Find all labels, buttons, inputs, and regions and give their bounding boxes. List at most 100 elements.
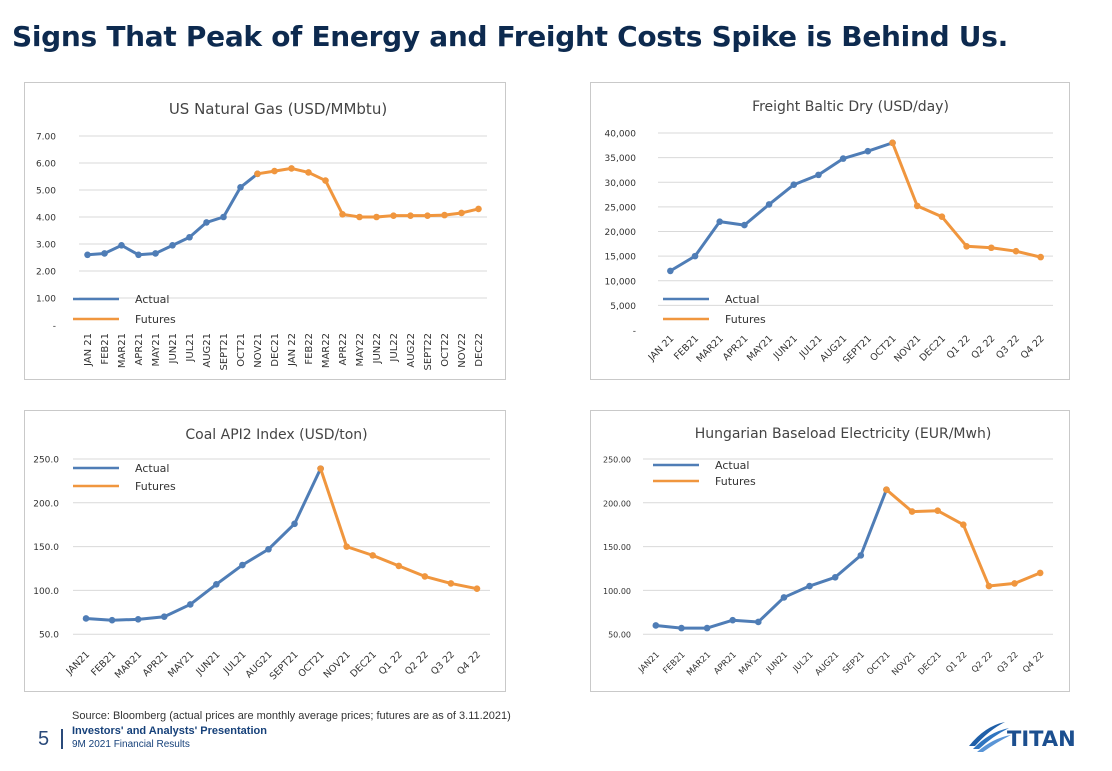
data-point-actual (815, 171, 822, 179)
data-point-futures (1012, 247, 1020, 255)
y-tick-label: 25,000 (605, 203, 637, 213)
data-point-actual (118, 242, 125, 249)
y-tick-label: 250.00 (603, 456, 631, 465)
series-line-futures (891, 141, 1043, 259)
x-tick-label: Q4 22 (455, 649, 483, 677)
y-tick-label: 100.0 (33, 587, 59, 597)
x-tick-label: JUN22 (372, 333, 383, 364)
legend-label-futures: Futures (135, 313, 176, 326)
legend-label-futures: Futures (715, 475, 756, 488)
x-tick-label: SEPT21 (219, 333, 230, 371)
y-tick-label: 30,000 (605, 179, 637, 189)
x-tick-label: Q3 22 (429, 649, 457, 677)
data-point-actual (84, 251, 91, 259)
x-tick-label: MAR21 (113, 649, 144, 680)
x-tick-label: FEB21 (661, 650, 687, 676)
data-point-futures (1036, 569, 1044, 577)
y-tick-label: 10,000 (605, 277, 637, 287)
data-point-futures (390, 212, 397, 219)
chart-panel-coal-api2: Coal API2 Index (USD/ton) 50.0 100.0 150.0 2… (24, 410, 506, 692)
series-line-actual (654, 488, 888, 630)
x-tick-label: JUL21 (791, 650, 816, 675)
y-tick-label: - (53, 322, 56, 332)
y-tick-label: 35,000 (605, 154, 637, 164)
x-tick-label: MAY21 (745, 333, 775, 363)
series-line-futures (319, 467, 479, 591)
data-point-futures (305, 169, 312, 176)
x-tick-label: Q1 22 (944, 650, 969, 675)
data-point-futures (317, 465, 324, 472)
x-tick-label: JAN 22 (287, 333, 298, 367)
legend-label-actual: Actual (135, 293, 169, 306)
data-point-actual (108, 616, 116, 624)
x-tick-label: AUG21 (202, 333, 213, 368)
data-point-actual (203, 219, 210, 226)
data-point-actual (678, 624, 685, 632)
y-tick-label: 5.00 (36, 187, 56, 197)
series-line-futures (884, 488, 1042, 588)
x-tick-label: SEPT21 (268, 649, 301, 682)
x-tick-label: MAY21 (151, 333, 162, 367)
x-tick-label: NOV22 (457, 333, 468, 368)
y-tick-label: 50.0 (39, 631, 59, 641)
data-point-actual (765, 201, 773, 208)
data-point-futures (254, 170, 261, 178)
data-point-futures (473, 585, 481, 592)
x-tick-label: NOV21 (890, 650, 918, 678)
data-point-futures (395, 562, 403, 570)
data-point-actual (265, 545, 272, 553)
y-tick-label: 1.00 (36, 295, 56, 305)
y-tick-label: 40,000 (605, 130, 637, 140)
x-tick-label: AUG22 (406, 333, 417, 368)
y-tick-label: 2.00 (36, 268, 56, 278)
x-tick-label: JUL21 (185, 333, 196, 363)
data-point-actual (741, 221, 748, 229)
data-point-futures (288, 165, 295, 172)
x-tick-label: SEP21 (841, 650, 867, 676)
page-number: 5 (38, 728, 50, 750)
data-point-actual (716, 218, 724, 225)
data-point-actual (160, 613, 168, 621)
data-point-actual (857, 552, 865, 559)
chart-title: Hungarian Baseload Electricity (EUR/Mwh) (695, 426, 992, 442)
x-tick-label: OCT21 (236, 333, 247, 367)
data-point-futures (908, 508, 916, 515)
legend-label-actual: Actual (715, 459, 749, 472)
data-point-futures (938, 213, 946, 221)
data-point-futures (421, 573, 429, 580)
x-tick-label: DEC21 (918, 333, 948, 363)
chart-title: US Natural Gas (USD/MMbtu) (169, 100, 387, 118)
y-tick-label: 200.00 (603, 499, 631, 508)
page-title: Signs That Peak of Energy and Freight Co… (12, 20, 1008, 53)
data-point-actual (135, 251, 142, 259)
data-point-actual (652, 622, 660, 629)
titan-swoosh-icon (969, 722, 1011, 752)
y-tick-label: 50.00 (608, 631, 631, 640)
series-line-actual (84, 467, 323, 622)
x-tick-label: Q3 22 (995, 650, 1020, 675)
chart-title: Freight Baltic Dry (USD/day) (752, 99, 949, 115)
x-tick-label: JAN 21 (83, 333, 94, 367)
x-tick-label: JUN21 (771, 333, 800, 362)
chart-title: Coal API2 Index (USD/ton) (185, 427, 367, 443)
data-point-futures (934, 507, 941, 514)
freight-baltic-dry-chart: Freight Baltic Dry (USD/day) - 5,000 10,000… (605, 99, 1053, 366)
x-tick-label: DEC22 (474, 333, 485, 367)
x-tick-label: Q2 22 (403, 649, 431, 677)
data-point-actual (703, 624, 711, 632)
x-tick-label: JAN 21 (646, 333, 677, 364)
data-point-futures (458, 209, 465, 217)
us-natural-gas-chart: US Natural Gas (USD/MMbtu) - 1.00 2.00 3.00 4… (36, 100, 487, 371)
y-tick-label: 200.0 (33, 499, 59, 509)
x-tick-label: FEB22 (304, 333, 315, 365)
footer-presentation-title: Investors' and Analysts' Presentation (72, 725, 267, 737)
coal-api2-chart: Coal API2 Index (USD/ton) 50.0 100.0 150.0 2… (33, 427, 490, 682)
x-tick-label: MAR21 (685, 650, 713, 678)
data-point-actual (152, 250, 159, 257)
data-point-futures (369, 552, 377, 559)
data-point-futures (883, 486, 890, 493)
x-tick-label: APR21 (721, 333, 751, 363)
y-tick-label: 20,000 (605, 228, 637, 238)
data-point-futures (322, 177, 329, 184)
footer-divider (61, 729, 63, 749)
